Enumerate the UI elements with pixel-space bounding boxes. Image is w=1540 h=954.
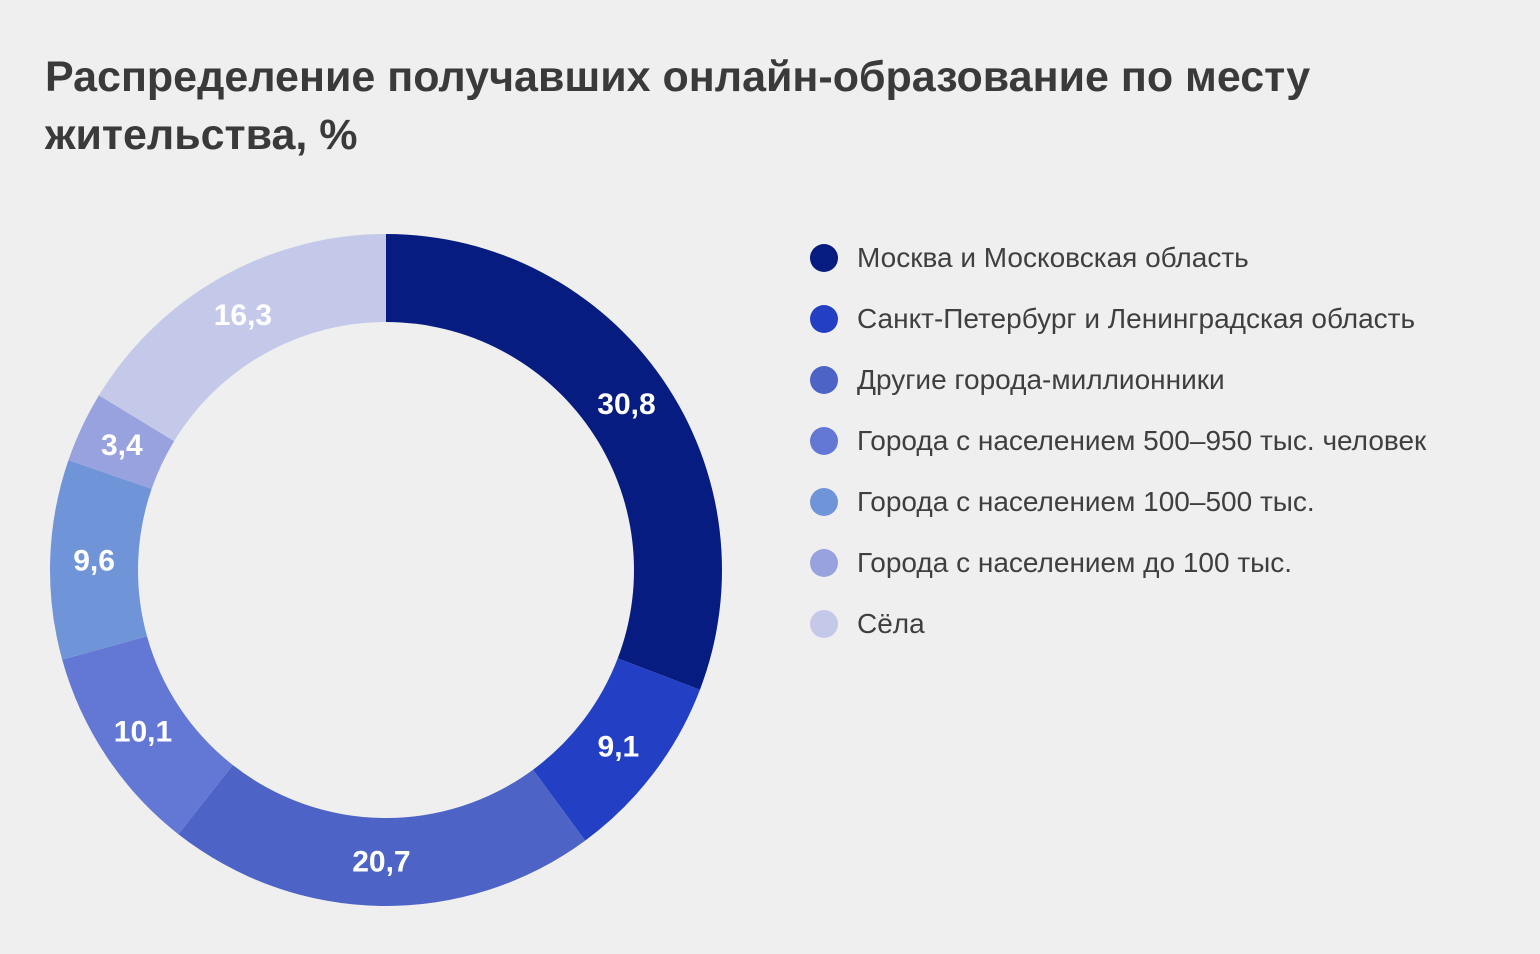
legend-item-3: Города с населением 500–950 тыс. человек bbox=[810, 427, 1426, 455]
donut-segment-4 bbox=[50, 460, 152, 660]
legend-item-label: Города с населением 500–950 тыс. человек bbox=[857, 425, 1427, 456]
legend-item-label: Санкт-Петербург и Ленинградская область bbox=[857, 303, 1416, 334]
chart-legend: Москва и Московская область Санкт-Петербу… bbox=[810, 244, 1426, 671]
donut-segment-5 bbox=[68, 395, 175, 489]
legend-dot-icon bbox=[810, 305, 838, 333]
segment-value-label-6: 16,3 bbox=[214, 299, 272, 332]
legend-item-5: Города с населением до 100 тыс. bbox=[810, 549, 1426, 577]
donut-segment-6 bbox=[98, 234, 387, 442]
segment-value-label-2: 20,7 bbox=[352, 846, 410, 879]
donut-segment-0 bbox=[386, 234, 722, 690]
donut-segment-1 bbox=[533, 658, 700, 841]
legend-dot-icon bbox=[810, 488, 838, 516]
legend-item-4: Города с населением 100–500 тыс. bbox=[810, 488, 1426, 516]
legend-item-6: Сёла bbox=[810, 610, 1426, 638]
legend-item-1: Санкт-Петербург и Ленинградская область bbox=[810, 305, 1426, 333]
chart-title: Распределение получавших онлайн-образова… bbox=[45, 53, 1311, 160]
segment-value-label-1: 9,1 bbox=[598, 730, 640, 763]
legend-item-label: Москва и Московская область bbox=[857, 242, 1249, 273]
legend-dot-icon bbox=[810, 244, 838, 272]
legend-dot-icon bbox=[810, 610, 838, 638]
legend-item-label: Другие города-миллионники bbox=[857, 364, 1225, 395]
legend-item-label: Сёла bbox=[857, 608, 925, 639]
segment-value-label-5: 3,4 bbox=[101, 429, 143, 462]
segment-value-label-3: 10,1 bbox=[114, 715, 172, 748]
legend-dot-icon bbox=[810, 366, 838, 394]
donut-segment-2 bbox=[178, 765, 586, 906]
segment-value-label-4: 9,6 bbox=[73, 544, 115, 577]
legend-dot-icon bbox=[810, 549, 838, 577]
legend-item-2: Другие города-миллионники bbox=[810, 366, 1426, 394]
legend-item-label: Города с населением 100–500 тыс. bbox=[857, 486, 1315, 517]
legend-item-label: Города с населением до 100 тыс. bbox=[857, 547, 1293, 578]
legend-item-0: Москва и Московская область bbox=[810, 244, 1426, 272]
legend-dot-icon bbox=[810, 427, 838, 455]
segment-value-label-0: 30,8 bbox=[597, 388, 655, 421]
donut-segment-3 bbox=[62, 636, 233, 835]
